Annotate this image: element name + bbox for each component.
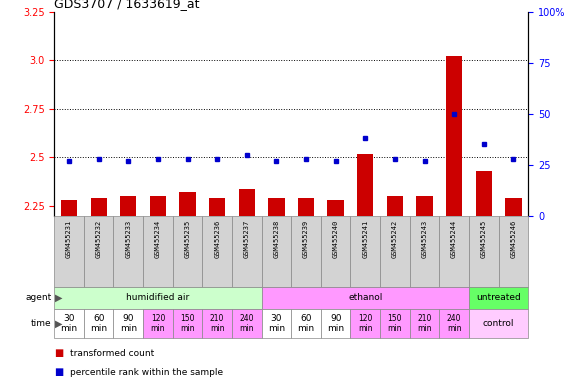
Text: percentile rank within the sample: percentile rank within the sample — [70, 368, 223, 377]
Bar — [54, 287, 262, 309]
Bar — [114, 216, 143, 287]
Text: transformed count: transformed count — [70, 349, 155, 358]
Bar — [357, 154, 373, 216]
Bar — [61, 200, 77, 216]
Text: 240
min: 240 min — [447, 314, 461, 333]
Bar — [321, 309, 351, 338]
Bar — [173, 309, 202, 338]
Bar — [262, 216, 291, 287]
Text: untreated: untreated — [476, 293, 521, 303]
Bar — [446, 56, 463, 216]
Text: 120
min: 120 min — [151, 314, 165, 333]
Text: GSM455242: GSM455242 — [392, 219, 398, 258]
Text: 150
min: 150 min — [180, 314, 195, 333]
Text: GSM455244: GSM455244 — [451, 219, 457, 258]
Text: humidified air: humidified air — [126, 293, 190, 303]
Text: GSM455239: GSM455239 — [303, 219, 309, 258]
Bar — [498, 216, 528, 287]
Bar — [380, 309, 410, 338]
Bar — [410, 309, 439, 338]
Text: control: control — [483, 319, 514, 328]
Text: GSM455240: GSM455240 — [333, 219, 339, 258]
Text: GSM455245: GSM455245 — [481, 219, 486, 258]
Bar — [469, 287, 528, 309]
Bar — [380, 216, 410, 287]
Text: GSM455235: GSM455235 — [184, 219, 191, 258]
Bar — [232, 309, 262, 338]
Bar — [291, 216, 321, 287]
Bar — [143, 309, 173, 338]
Bar — [239, 189, 255, 216]
Bar — [150, 196, 166, 216]
Bar — [351, 216, 380, 287]
Text: 120
min: 120 min — [358, 314, 372, 333]
Bar — [120, 196, 136, 216]
Text: 90
min: 90 min — [120, 314, 137, 333]
Bar — [298, 198, 314, 216]
Bar — [328, 200, 344, 216]
Text: GSM455246: GSM455246 — [510, 219, 516, 258]
Bar — [84, 309, 114, 338]
Bar — [143, 216, 173, 287]
Text: ■: ■ — [54, 367, 63, 377]
Bar — [173, 216, 202, 287]
Bar — [268, 198, 284, 216]
Bar — [439, 309, 469, 338]
Bar — [351, 309, 380, 338]
Bar — [232, 216, 262, 287]
Text: GSM455234: GSM455234 — [155, 219, 161, 258]
Text: 150
min: 150 min — [388, 314, 402, 333]
Bar — [387, 196, 403, 216]
Bar — [54, 309, 84, 338]
Bar — [262, 287, 469, 309]
Text: 30
min: 30 min — [268, 314, 285, 333]
Text: GSM455238: GSM455238 — [274, 219, 279, 258]
Text: ▶: ▶ — [55, 293, 63, 303]
Text: 240
min: 240 min — [239, 314, 254, 333]
Bar — [469, 309, 528, 338]
Text: ■: ■ — [54, 348, 63, 358]
Bar — [410, 216, 439, 287]
Text: GSM455231: GSM455231 — [66, 219, 72, 258]
Bar — [202, 216, 232, 287]
Bar — [209, 198, 226, 216]
Bar — [416, 196, 433, 216]
Text: ethanol: ethanol — [348, 293, 383, 303]
Text: time: time — [31, 319, 51, 328]
Bar — [291, 309, 321, 338]
Bar — [54, 216, 84, 287]
Text: 210
min: 210 min — [417, 314, 432, 333]
Text: GSM455233: GSM455233 — [125, 219, 131, 258]
Bar — [91, 198, 107, 216]
Text: GSM455236: GSM455236 — [214, 219, 220, 258]
Bar — [84, 216, 114, 287]
Text: 90
min: 90 min — [327, 314, 344, 333]
Text: ▶: ▶ — [55, 318, 63, 329]
Bar — [505, 198, 521, 216]
Text: GDS3707 / 1633619_at: GDS3707 / 1633619_at — [54, 0, 200, 10]
Text: GSM455237: GSM455237 — [244, 219, 250, 258]
Bar — [476, 171, 492, 216]
Bar — [179, 192, 196, 216]
Text: GSM455232: GSM455232 — [96, 219, 102, 258]
Bar — [262, 309, 291, 338]
Bar — [439, 216, 469, 287]
Text: GSM455241: GSM455241 — [362, 219, 368, 258]
Text: agent: agent — [25, 293, 51, 303]
Text: GSM455243: GSM455243 — [421, 219, 428, 258]
Bar — [321, 216, 351, 287]
Bar — [114, 309, 143, 338]
Text: 60
min: 60 min — [297, 314, 315, 333]
Text: 30
min: 30 min — [61, 314, 78, 333]
Text: 210
min: 210 min — [210, 314, 224, 333]
Text: 60
min: 60 min — [90, 314, 107, 333]
Bar — [202, 309, 232, 338]
Bar — [469, 216, 498, 287]
